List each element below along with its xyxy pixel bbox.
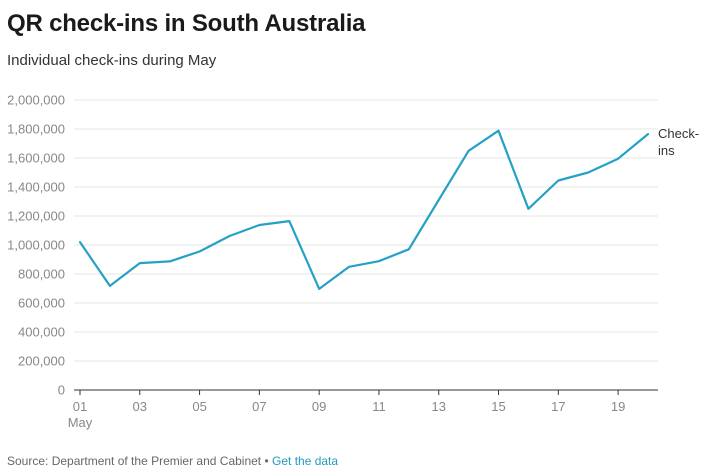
- data-point: [437, 198, 441, 202]
- data-point: [526, 207, 530, 211]
- y-tick-label: 2,000,000: [7, 93, 65, 108]
- data-point: [377, 259, 381, 263]
- y-tick-label: 1,000,000: [7, 238, 65, 253]
- data-point: [138, 261, 142, 265]
- data-point: [78, 240, 82, 244]
- source-text: Source: Department of the Premier and Ca…: [7, 454, 262, 468]
- data-point: [497, 129, 501, 133]
- x-tick-label: 17: [551, 399, 565, 414]
- y-tick-label: 1,800,000: [7, 122, 65, 137]
- x-tick-label: 11: [372, 399, 386, 414]
- data-point: [407, 247, 411, 251]
- x-tick-label: 13: [432, 399, 446, 414]
- x-tick-sublabel: May: [68, 415, 93, 430]
- y-tick-label: 1,200,000: [7, 209, 65, 224]
- y-axis-tick-labels: 0 200,000 400,000 600,000 800,000 1,000,000 1,…: [7, 93, 65, 398]
- y-tick-label: 600,000: [18, 296, 65, 311]
- y-tick-label: 0: [58, 383, 65, 398]
- y-tick-label: 200,000: [18, 354, 65, 369]
- series-label: ins: [658, 143, 675, 158]
- data-point: [347, 265, 351, 269]
- data-point: [257, 223, 261, 227]
- x-tick-label: 01: [73, 399, 87, 414]
- y-tick-label: 1,600,000: [7, 151, 65, 166]
- data-point: [317, 287, 321, 291]
- data-point: [556, 178, 560, 182]
- y-tick-label: 1,400,000: [7, 180, 65, 195]
- get-the-data-link[interactable]: Get the data: [272, 454, 339, 468]
- x-axis: [74, 389, 658, 395]
- data-point: [198, 250, 202, 254]
- x-tick-label: 03: [133, 399, 147, 414]
- data-point: [227, 234, 231, 238]
- x-tick-label: 19: [611, 399, 625, 414]
- footer-separator: •: [261, 454, 273, 468]
- data-point: [646, 132, 650, 136]
- data-point: [467, 149, 471, 153]
- y-tick-label: 800,000: [18, 267, 65, 282]
- data-point: [616, 157, 620, 161]
- y-tick-label: 400,000: [18, 325, 65, 340]
- chart-subtitle: Individual check-ins during May: [7, 52, 217, 69]
- series-label: Check-: [658, 126, 699, 141]
- data-point: [586, 171, 590, 175]
- source-footer: Source: Department of the Premier and Ca…: [7, 454, 338, 468]
- x-tick-label: 09: [312, 399, 326, 414]
- data-point: [168, 259, 172, 263]
- chart-title: QR check-ins in South Australia: [7, 10, 366, 37]
- series-layer: Check-ins: [78, 126, 699, 291]
- data-point: [108, 284, 112, 288]
- series-line-checkins: [78, 129, 650, 290]
- x-tick-label: 07: [252, 399, 266, 414]
- x-tick-label: 05: [192, 399, 206, 414]
- gridlines: [74, 99, 658, 362]
- x-tick-label: 15: [491, 399, 505, 414]
- data-point: [287, 219, 291, 223]
